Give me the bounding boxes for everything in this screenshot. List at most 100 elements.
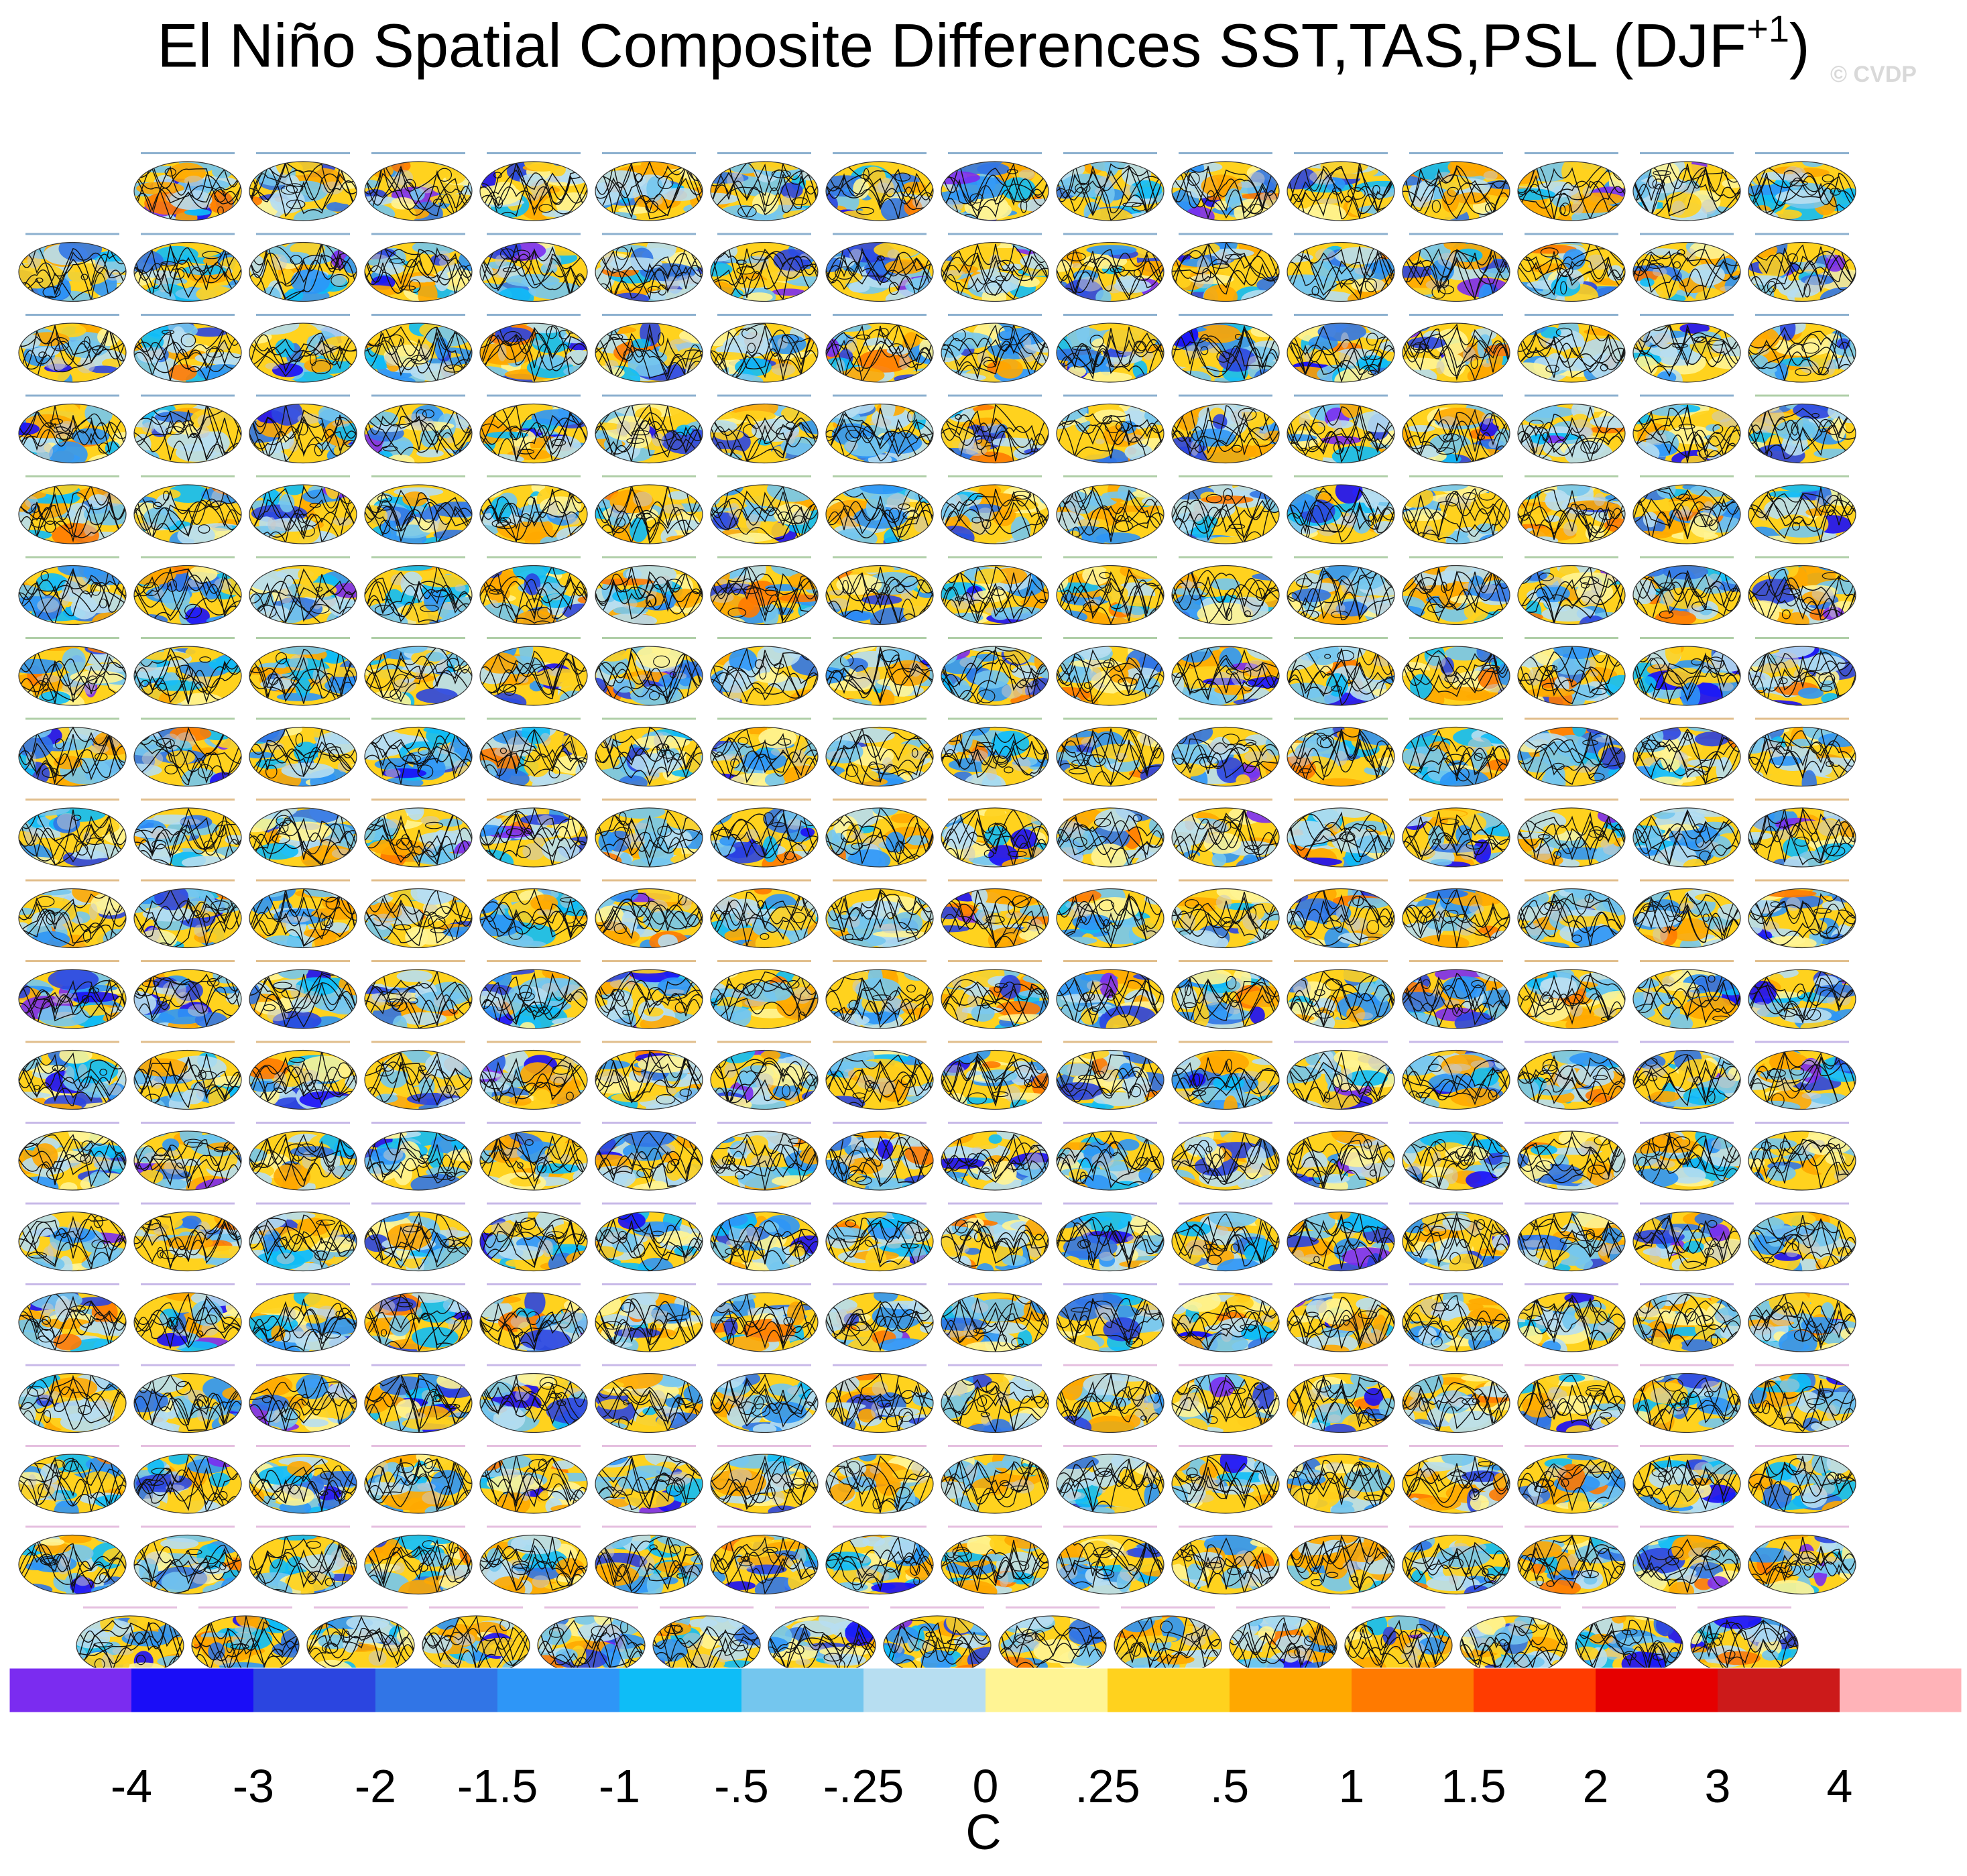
- panel-title-line: [1525, 1445, 1618, 1447]
- panel-title-line: [833, 233, 927, 235]
- map-panel: [1632, 152, 1741, 221]
- panel-title-line: [487, 314, 581, 316]
- panel-title-line: [141, 717, 235, 720]
- panel-title-line: [602, 152, 696, 154]
- panel-title-line: [1409, 879, 1503, 882]
- panel-title-line: [83, 1606, 177, 1608]
- map-panel: [825, 233, 934, 302]
- panel-title-line: [660, 1606, 754, 1608]
- panel-title-line: [25, 1364, 119, 1366]
- panel-title-line: [717, 1122, 811, 1124]
- panel-title-line: [1525, 799, 1618, 801]
- panel-title-line: [141, 1122, 235, 1124]
- panel-title-line: [1755, 152, 1849, 154]
- panel-title-line: [141, 233, 235, 235]
- map-panel: [18, 637, 127, 706]
- panel-title-line: [141, 1041, 235, 1043]
- panel-title-line: [25, 1202, 119, 1205]
- panel-title-line: [1640, 475, 1734, 477]
- map-panel: [825, 556, 934, 626]
- panel-title-line: [1409, 314, 1503, 316]
- panel-title-line: [717, 1041, 811, 1043]
- panel-title-line: [1179, 1364, 1272, 1366]
- map-panel: [1287, 637, 1395, 706]
- map-panel: [1632, 799, 1741, 868]
- panel-title-line: [1755, 1525, 1849, 1528]
- panel-title-line: [1063, 233, 1157, 235]
- colorbar-swatch: [741, 1668, 863, 1712]
- panel-title-line: [371, 475, 465, 477]
- panel-title-line: [1294, 960, 1388, 962]
- panel-title-line: [1063, 1122, 1157, 1124]
- panel-title-line: [256, 152, 350, 154]
- panel-title-line: [1755, 314, 1849, 316]
- panel-title-line: [1294, 394, 1388, 397]
- map-panel: [133, 475, 242, 544]
- panel-title-line: [141, 879, 235, 882]
- map-panel: [1748, 233, 1856, 302]
- panel-title-line: [1294, 1525, 1388, 1528]
- panel-title-line: [717, 1202, 811, 1205]
- panel-title-line: [25, 960, 119, 962]
- panel-title-line: [25, 799, 119, 801]
- colorbar-tick-label: 2: [1583, 1760, 1609, 1812]
- panel-title-line: [1409, 1364, 1503, 1366]
- panel-title-line: [141, 556, 235, 559]
- panel-title-line: [1640, 799, 1734, 801]
- colorbar-swatch: [986, 1668, 1108, 1712]
- map-panel: [1287, 1525, 1395, 1595]
- map-panel: [941, 556, 1049, 626]
- map-panel: [18, 475, 127, 544]
- panel-title-line: [1525, 717, 1618, 720]
- map-panel: [1632, 960, 1741, 1029]
- panel-title-line: [1179, 1202, 1272, 1205]
- panel-title-line: [1640, 717, 1734, 720]
- panel-title-line: [717, 717, 811, 720]
- panel-title-line: [948, 1364, 1042, 1366]
- panel-title-line: [602, 1445, 696, 1447]
- map-panel: [1287, 556, 1395, 626]
- map-panel: [1517, 799, 1626, 868]
- colorbar-swatch: [1596, 1668, 1718, 1712]
- panel-title-line: [1525, 1122, 1618, 1124]
- panel-title-line: [890, 1606, 984, 1608]
- panel-title-line: [833, 314, 927, 316]
- panel-title-line: [25, 1283, 119, 1285]
- map-panel: [941, 1283, 1049, 1352]
- panel-title-line: [833, 717, 927, 720]
- panel-title-line: [429, 1606, 523, 1608]
- panel-title-line: [371, 879, 465, 882]
- panel-title-line: [141, 1445, 235, 1447]
- map-panel: [1402, 1445, 1510, 1514]
- panel-title-line: [1409, 394, 1503, 397]
- panel-title-line: [1294, 1041, 1388, 1043]
- panel-title-line: [371, 314, 465, 316]
- panel-title-line: [141, 1364, 235, 1366]
- panel-title-line: [948, 314, 1042, 316]
- panel-title-line: [256, 1041, 350, 1043]
- map-panel: [364, 960, 473, 1029]
- panel-title-line: [717, 1364, 811, 1366]
- panel-title-line: [1294, 637, 1388, 639]
- panel-title-line: [948, 556, 1042, 559]
- panel-title-line: [141, 475, 235, 477]
- panel-title-line: [25, 475, 119, 477]
- panel-title-line: [948, 717, 1042, 720]
- map-panel: [1171, 717, 1280, 787]
- panel-title-line: [1525, 475, 1618, 477]
- colorbar-tick-label: -.25: [823, 1760, 904, 1812]
- map-panel: [479, 1525, 588, 1595]
- panel-title-line: [833, 1283, 927, 1285]
- map-panel: [1632, 1445, 1741, 1514]
- panel-title-line: [602, 233, 696, 235]
- panel-title-line: [1755, 879, 1849, 882]
- map-panel: [1632, 475, 1741, 544]
- panel-title-line: [198, 1606, 292, 1608]
- chart-title: El Niño Spatial Composite Differences SS…: [0, 8, 1967, 80]
- map-panel: [941, 394, 1049, 464]
- panel-title-line: [256, 960, 350, 962]
- map-panel: [1517, 152, 1626, 221]
- panel-title-line: [717, 233, 811, 235]
- colorbar-unit-label: C: [965, 1804, 1002, 1860]
